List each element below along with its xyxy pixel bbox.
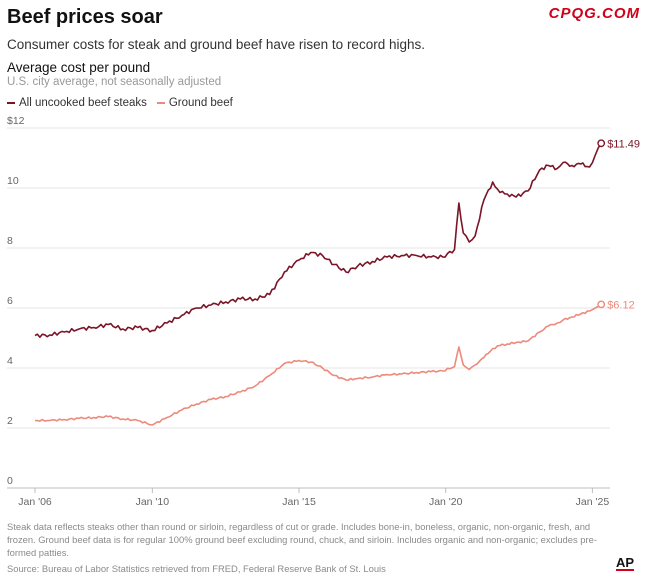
series-line-steaks <box>34 142 602 338</box>
legend-swatch-steaks <box>7 102 15 104</box>
source-note: Source: Bureau of Labor Statistics retri… <box>7 563 386 574</box>
legend: All uncooked beef steaks Ground beef <box>7 97 243 109</box>
x-tick-label: Jan '06 <box>18 496 52 508</box>
chart-subheading: U.S. city average, not seasonally adjust… <box>7 76 222 88</box>
ap-logo: AP <box>615 555 634 571</box>
legend-label-steaks: All uncooked beef steaks <box>19 97 147 109</box>
footnote: Steak data reflects steaks other than ro… <box>7 521 597 558</box>
x-tick-label: Jan '15 <box>282 496 316 508</box>
series-end-label-ground: $6.12 <box>607 299 635 311</box>
x-tick-label: Jan '10 <box>136 496 170 508</box>
y-tick-label: $12 <box>7 115 25 127</box>
y-tick-label: 8 <box>7 235 13 247</box>
series-endpoint-ground <box>597 300 606 309</box>
legend-item-ground: Ground beef <box>156 97 233 109</box>
y-tick-label: 6 <box>7 295 13 307</box>
legend-label-ground: Ground beef <box>168 97 233 109</box>
x-tick-label: Jan '20 <box>429 496 463 508</box>
y-tick-label: 2 <box>7 415 13 427</box>
legend-swatch-ground <box>156 102 165 104</box>
legend-item-steaks: All uncooked beef steaks <box>7 97 147 109</box>
watermark: CPQG.COM <box>548 5 640 22</box>
series-endpoint-steaks <box>597 139 606 148</box>
line-chart: 0 2 4 6 8 10 $12 Jan '06 Jan '10 Jan '15 Jan '20 Ja… <box>7 115 640 508</box>
y-tick-label: 0 <box>7 475 13 487</box>
y-tick-label: 4 <box>7 355 13 367</box>
series-line-ground <box>34 303 602 426</box>
chart-title-main: Beef prices soar <box>7 6 163 28</box>
chart-subtitle-main: Consumer costs for steak and ground beef… <box>7 37 425 52</box>
series-end-label-steaks: $11.49 <box>607 138 640 150</box>
x-tick-label: Jan '25 <box>576 496 610 508</box>
chart-heading: Average cost per pound <box>7 60 151 75</box>
y-tick-label: 10 <box>7 175 19 187</box>
